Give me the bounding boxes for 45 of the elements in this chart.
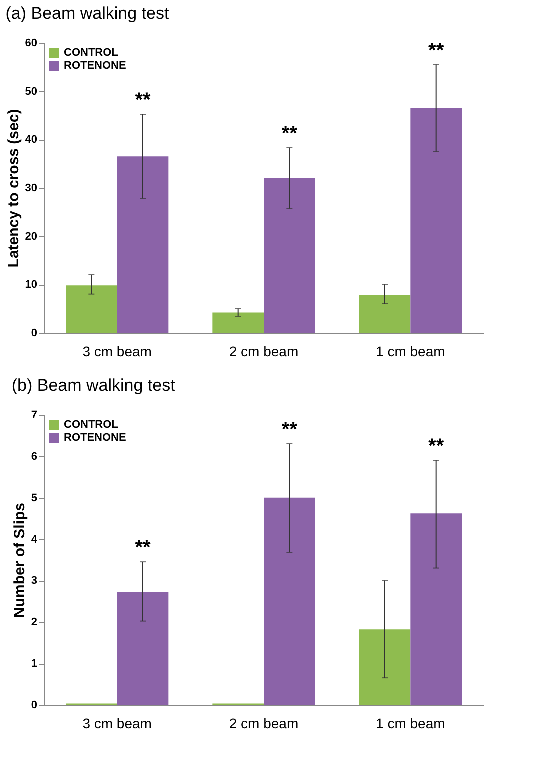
chart-title: (a) Beam walking test (6, 4, 170, 23)
y-axis-title: Number of Slips (11, 502, 28, 618)
x-tick-label: 1 cm beam (376, 344, 446, 360)
y-tick-label: 5 (31, 492, 38, 504)
legend-label: ROTENONE (64, 432, 126, 444)
annotation: ** (135, 537, 151, 560)
y-tick-label: 0 (31, 328, 38, 340)
y-tick-label: 2 (31, 616, 38, 629)
y-tick-label: 0 (31, 700, 38, 712)
bar (264, 178, 316, 333)
legend-label: ROTENONE (64, 60, 126, 72)
y-axis-title: Latency to cross (sec) (5, 109, 22, 268)
y-tick-label: 6 (31, 450, 38, 463)
annotation: ** (135, 90, 151, 112)
x-tick-label: 3 cm beam (82, 716, 152, 732)
bar (359, 630, 411, 705)
legend-label: CONTROL (64, 419, 119, 431)
y-tick-label: 60 (25, 38, 38, 50)
bar (359, 295, 411, 333)
bar (117, 156, 169, 333)
y-tick-label: 20 (25, 230, 38, 243)
annotation: ** (282, 419, 298, 441)
annotation: ** (428, 40, 444, 62)
y-tick-label: 3 (31, 575, 38, 588)
x-tick-label: 3 cm beam (82, 344, 152, 360)
y-tick-label: 1 (31, 658, 38, 670)
y-tick-label: 40 (25, 134, 38, 146)
bar (212, 312, 264, 333)
y-tick-label: 4 (31, 534, 38, 546)
annotation: ** (282, 122, 298, 145)
bar (264, 498, 316, 705)
y-tick-label: 30 (25, 182, 38, 194)
bar (410, 108, 462, 333)
chart-title: (b) Beam walking test (12, 376, 176, 395)
bar (117, 592, 169, 705)
y-tick-label: 7 (31, 410, 38, 422)
x-tick-label: 1 cm beam (376, 716, 446, 732)
y-tick-label: 50 (25, 86, 38, 98)
x-tick-label: 2 cm beam (229, 716, 299, 732)
x-tick-label: 2 cm beam (229, 344, 299, 360)
bar (410, 514, 462, 705)
y-tick-label: 10 (25, 279, 38, 292)
legend-label: CONTROL (64, 47, 119, 59)
bar (66, 286, 118, 333)
annotation: ** (428, 436, 444, 458)
